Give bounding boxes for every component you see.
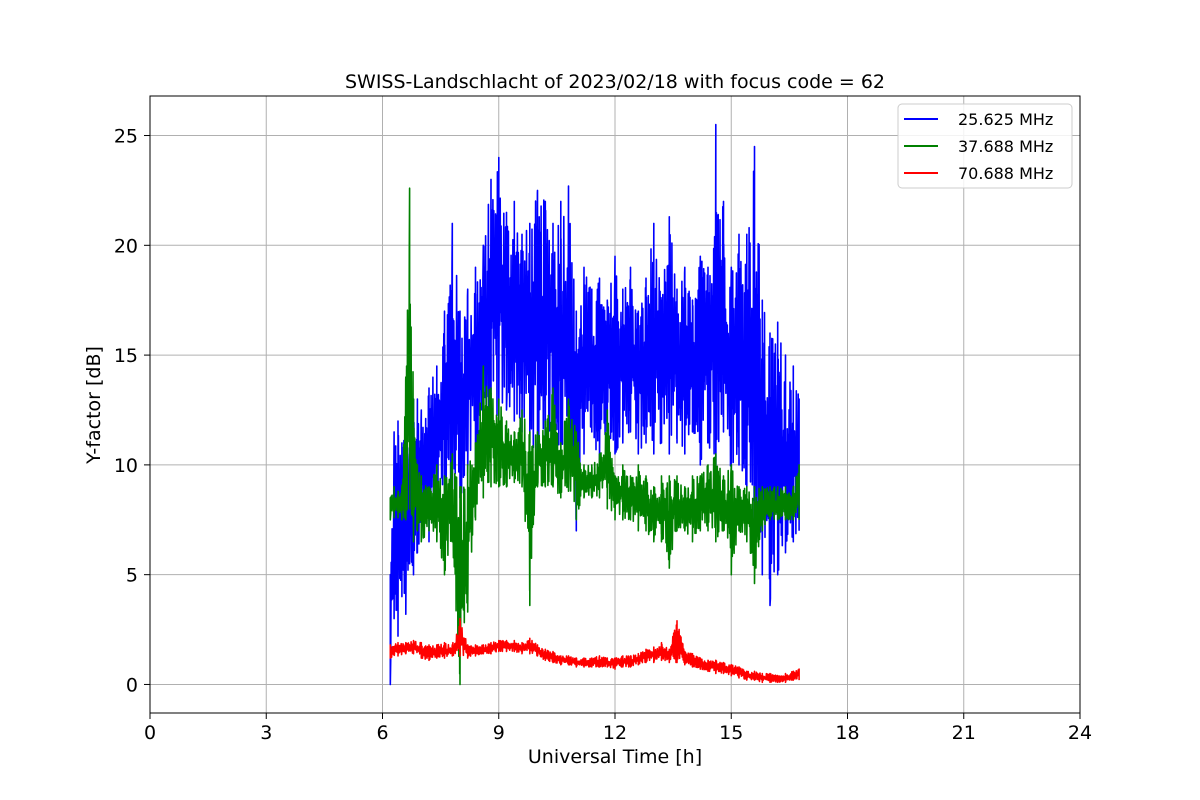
y-tick-label: 20 [114,235,138,257]
x-tick-label: 24 [1068,722,1092,744]
y-axis: 0 5 10 15 20 25 [114,126,150,696]
series-line-2 [389,617,800,684]
x-tick-label: 12 [603,722,627,744]
legend-label-0: 25.625 MHz [958,110,1053,129]
x-tick-label: 0 [144,722,156,744]
y-tick-label: 0 [126,674,138,696]
legend: 25.625 MHz 37.688 MHz 70.688 MHz [897,103,1073,189]
y-tick-label: 10 [114,455,138,477]
legend-box [897,103,1073,189]
x-tick-label: 3 [260,722,272,744]
series-line-1 [389,187,800,686]
series-line-0 [389,123,800,686]
x-tick-label: 15 [719,722,743,744]
x-axis-label: Universal Time [h] [528,746,702,768]
x-tick-label: 18 [835,722,859,744]
series-layer [389,123,800,686]
y-tick-label: 25 [114,126,138,148]
x-axis: 0 3 6 9 12 15 18 21 24 [144,713,1092,744]
y-axis-label: Y-factor [dB] [83,346,105,465]
x-tick-label: 21 [952,722,976,744]
y-tick-label: 5 [126,565,138,587]
legend-label-2: 70.688 MHz [958,164,1053,183]
x-tick-label: 9 [493,722,505,744]
x-tick-label: 6 [376,722,388,744]
chart-title: SWISS-Landschlacht of 2023/02/18 with fo… [345,71,885,93]
y-tick-label: 15 [114,345,138,367]
legend-label-1: 37.688 MHz [958,137,1053,156]
